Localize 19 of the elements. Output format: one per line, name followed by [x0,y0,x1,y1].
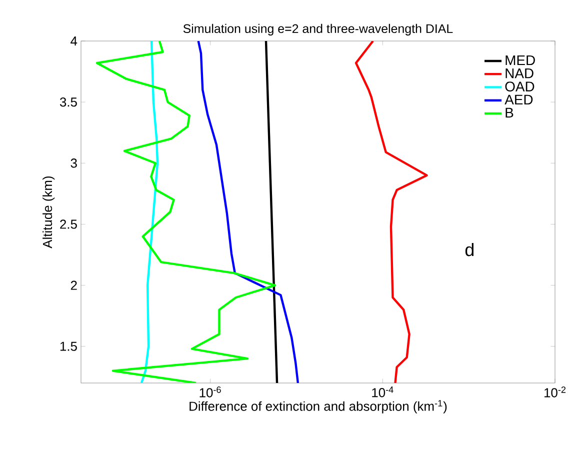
y-tick-label: 2 [70,280,77,290]
legend-label: OAD [505,82,534,92]
x-axis-title: Difference of extinction and absorption (km$^{-1}$) [190,400,447,414]
legend-label: NAD [506,68,534,78]
line-series [140,41,159,383]
annotation: d [465,243,474,256]
x-tick-label: 10$^{-2}$ [544,386,566,398]
x-tick-label: 10$^{-4}$ [372,386,394,398]
y-axis-title: Altitude (km) [42,176,55,248]
y-tick-label: 3 [70,158,77,168]
y-tick-label: 2.5 [60,220,77,229]
legend-label: AED [504,94,533,104]
x-tick-label: 10$^{-6}$ [200,386,221,398]
legend-label: B [506,108,514,118]
y-tick-label: 1.5 [60,342,77,351]
chart-title: Simulation using e=2 and three-wavelength DIAL [183,24,453,36]
y-tick-label: 4 [70,36,78,46]
legend-label: MED [506,55,535,66]
y-tick-label: 3.5 [60,97,77,107]
